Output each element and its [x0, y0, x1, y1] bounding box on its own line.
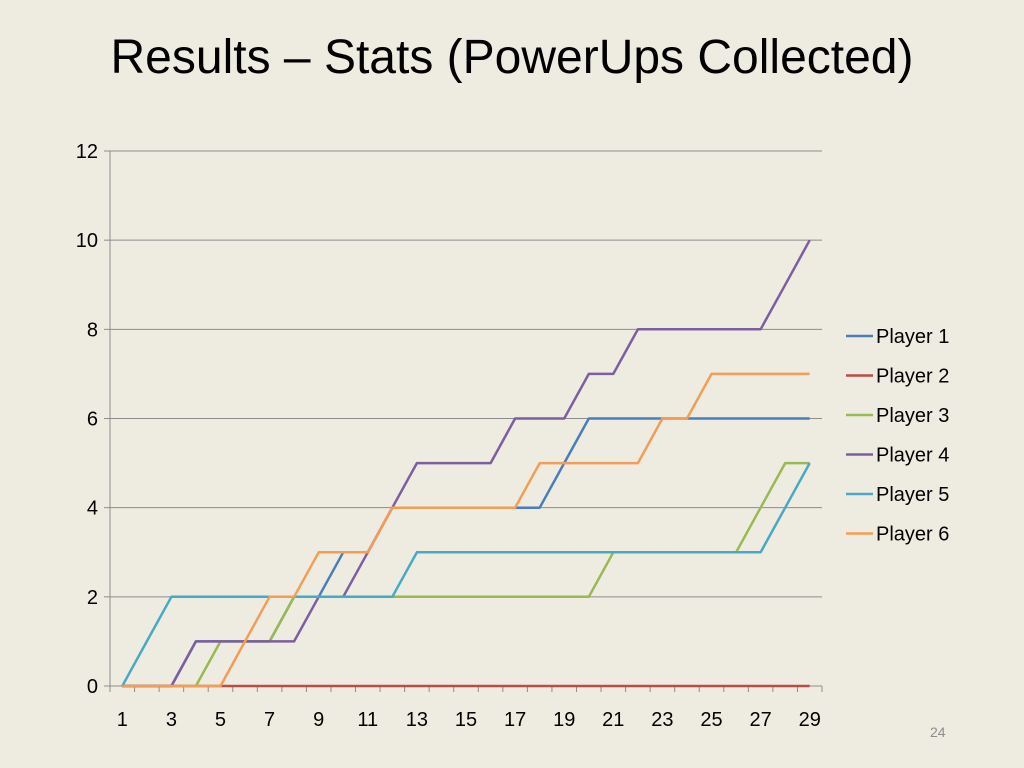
- y-tick-label: 2: [87, 587, 98, 609]
- x-tick-label: 21: [602, 709, 624, 731]
- x-tick-label: 7: [264, 709, 275, 731]
- x-tick-label: 19: [553, 709, 575, 731]
- y-tick-label: 6: [87, 409, 98, 431]
- x-tick-label: 13: [406, 709, 428, 731]
- x-tick-label: 25: [700, 709, 722, 731]
- legend-label: Player 5: [876, 484, 949, 506]
- x-tick-label: 1: [117, 709, 128, 731]
- legend-label: Player 6: [876, 524, 949, 546]
- x-tick-label: 17: [504, 709, 526, 731]
- y-tick-label: 8: [87, 319, 98, 341]
- y-tick-labels: 0 2 4 6 8 10 12: [76, 141, 98, 698]
- x-tick-label: 3: [166, 709, 177, 731]
- y-tick-label: 12: [76, 141, 98, 163]
- legend-label: Player 2: [876, 366, 949, 388]
- x-tick-label: 15: [455, 709, 477, 731]
- x-tick-label: 11: [357, 709, 378, 731]
- legend-label: Player 1: [876, 326, 949, 348]
- x-tick-label: 29: [799, 709, 821, 731]
- series-lines: [121, 239, 811, 688]
- x-tick-labels: 1 3 5 7 9 11 13 15 17 19 21 23 25 27 29: [117, 709, 821, 731]
- x-tick-label: 27: [749, 709, 771, 731]
- legend-label: Player 3: [876, 405, 949, 427]
- slide-number: 24: [930, 724, 946, 740]
- x-tick-label: 9: [313, 709, 324, 731]
- slide-title: Results – Stats (PowerUps Collected): [110, 31, 914, 84]
- series-line-player-5: [121, 462, 811, 687]
- legend: Player 1 Player 2 Player 3 Player 4 Player 5…: [846, 326, 949, 546]
- axes: [104, 150, 823, 692]
- series-line-player-6: [122, 372, 810, 688]
- y-tick-label: 0: [87, 676, 98, 698]
- y-tick-label: 4: [87, 498, 98, 520]
- series-line-player-3: [122, 461, 810, 688]
- x-tick-label: 5: [215, 709, 226, 731]
- y-tick-label: 10: [76, 230, 98, 252]
- legend-label: Player 4: [876, 445, 949, 467]
- x-tick-label: 23: [651, 709, 673, 731]
- series-line-player-4: [122, 239, 811, 688]
